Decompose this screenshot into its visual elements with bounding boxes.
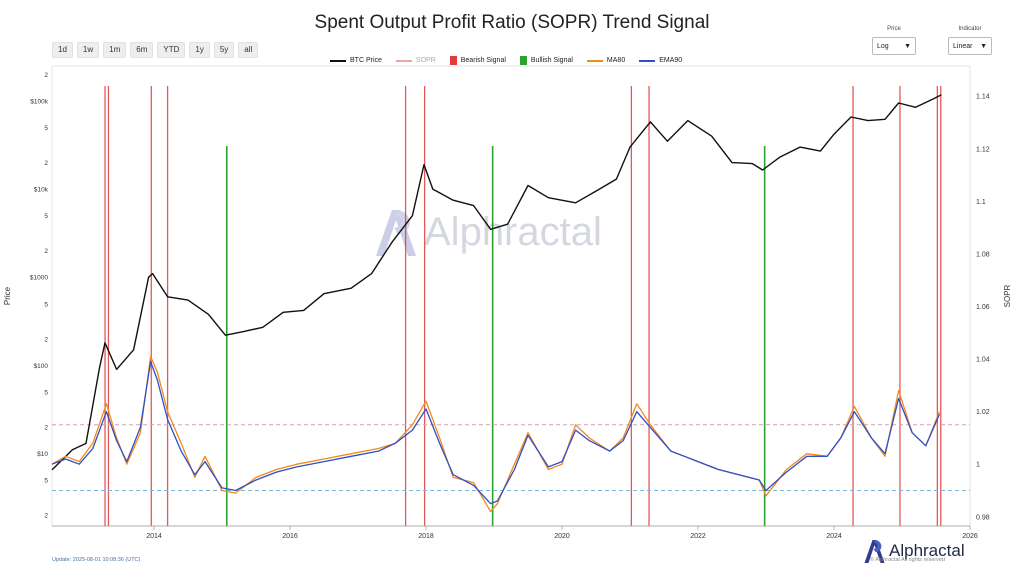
y-left-tick-label: $10 xyxy=(37,451,48,458)
price-scale-control: Price Log ▼ xyxy=(872,26,916,55)
range-button-5y[interactable]: 5y xyxy=(213,42,235,58)
ma80-series-line xyxy=(51,355,941,513)
indicator-scale-value: Linear xyxy=(953,42,973,50)
range-button-1y[interactable]: 1y xyxy=(189,42,210,58)
legend-item-bearish-signal[interactable]: Bearish Signal xyxy=(449,56,506,65)
x-tick-label: 2024 xyxy=(826,533,842,540)
legend-item-ma80[interactable]: MA80 xyxy=(586,57,626,64)
legend-label: EMA90 xyxy=(659,57,683,64)
legend-item-btc-price[interactable]: BTC Price xyxy=(330,57,382,64)
legend-swatch xyxy=(449,56,457,65)
y-left-tick-label: 2 xyxy=(44,248,48,255)
ema90-series-line xyxy=(51,361,940,505)
legend-swatch xyxy=(586,59,603,62)
y-right-tick-label: 1.06 xyxy=(976,304,990,311)
y-right-tick-label: 1.04 xyxy=(976,357,990,364)
y-left-tick-label: 5 xyxy=(44,389,48,396)
y-left-tick-label: 2 xyxy=(44,72,48,79)
range-button-6m[interactable]: 6m xyxy=(130,42,154,58)
range-button-1m[interactable]: 1m xyxy=(103,42,127,58)
y-left-tick-label: 2 xyxy=(44,336,48,343)
series-layer xyxy=(51,94,942,513)
y-left-tick-label: $1000 xyxy=(30,275,48,282)
reference-lines xyxy=(52,424,970,492)
brand: Alphractal xyxy=(862,538,965,564)
y-left-tick-label: 5 xyxy=(44,125,48,132)
y-right-tick-label: 1.12 xyxy=(976,146,990,153)
alphractal-logo-icon xyxy=(864,540,885,563)
y-left-tick-label: 2 xyxy=(44,512,48,519)
y-right-tick-label: 1 xyxy=(976,462,980,469)
legend-item-ema90[interactable]: EMA90 xyxy=(639,57,682,64)
x-tick-label: 2022 xyxy=(690,533,706,540)
legend-label: MA80 xyxy=(606,57,626,64)
range-button-1w[interactable]: 1w xyxy=(76,42,100,58)
signal-layer xyxy=(104,86,942,526)
x-tick-label: 2014 xyxy=(146,533,162,540)
y-right-tick-label: 0.98 xyxy=(976,514,990,521)
y-left-tick-label: $100k xyxy=(30,99,48,106)
indicator-scale-select[interactable]: Linear ▼ xyxy=(948,37,992,55)
y-right-tick-label: 1.02 xyxy=(976,409,990,416)
axis-layer: 2 5 $10 2 5 $100 2 5 $1000 2 5 $10k 2 5 $100k 2 0.98 1 1.0… xyxy=(30,72,990,540)
y-right-tick-label: 1.08 xyxy=(976,251,990,258)
y-left-tick-label: 5 xyxy=(44,213,48,220)
y-right-tick-label: 1.14 xyxy=(976,94,990,101)
y-left-tick-label: $100 xyxy=(34,363,49,370)
legend: BTC Price SOPR Bearish Signal Bullish Si… xyxy=(330,56,682,65)
indicator-scale-label: Indicator xyxy=(958,26,982,32)
x-tick-label: 2020 xyxy=(554,533,570,540)
x-tick-label: 2018 xyxy=(418,533,434,540)
y-axis-left-label: Price xyxy=(3,286,12,305)
range-button-1d[interactable]: 1d xyxy=(52,42,73,58)
legend-label: BTC Price xyxy=(350,57,382,64)
price-scale-label: Price xyxy=(887,26,901,32)
legend-label: SOPR xyxy=(415,57,436,64)
range-button-all[interactable]: all xyxy=(238,42,259,58)
copyright-text: © Alphractal All rights reserved xyxy=(870,557,945,563)
btc-price-series-line xyxy=(51,94,942,471)
x-tick-label: 2026 xyxy=(962,533,978,540)
legend-item-bullish-signal[interactable]: Bullish Signal xyxy=(519,56,573,65)
chevron-down-icon: ▼ xyxy=(904,42,911,50)
legend-swatch xyxy=(519,56,527,65)
price-scale-value: Log xyxy=(877,42,889,50)
page-title: Spent Output Profit Ratio (SOPR) Trend S… xyxy=(314,12,710,33)
update-timestamp: Update: 2025-08-01 10:08:36 (UTC) xyxy=(52,557,141,563)
chevron-down-icon: ▼ xyxy=(980,42,987,50)
legend-label: Bullish Signal xyxy=(530,57,573,64)
legend-item-sopr[interactable]: SOPR xyxy=(395,57,436,64)
y-left-tick-label: 2 xyxy=(44,424,48,431)
range-button-ytd[interactable]: YTD xyxy=(157,42,186,58)
range-selector: 1d 1w 1m 6m YTD 1y 5y all xyxy=(52,42,259,58)
y-axis-right-label: SOPR xyxy=(1003,284,1012,307)
legend-swatch xyxy=(639,59,656,62)
legend-swatch xyxy=(395,59,412,62)
x-tick-label: 2016 xyxy=(282,533,298,540)
indicator-scale-control: Indicator Linear ▼ xyxy=(948,26,992,55)
brand-name: Alphractal xyxy=(889,541,965,560)
y-right-tick-label: 1.1 xyxy=(976,199,986,206)
price-scale-select[interactable]: Log ▼ xyxy=(872,37,916,55)
legend-swatch xyxy=(330,59,346,62)
y-left-tick-label: 5 xyxy=(44,477,48,484)
y-left-tick-label: 2 xyxy=(44,160,48,167)
y-left-tick-label: $10k xyxy=(34,187,49,194)
plot-area xyxy=(51,65,971,527)
y-left-tick-label: 5 xyxy=(44,301,48,308)
legend-label: Bearish Signal xyxy=(460,57,506,64)
